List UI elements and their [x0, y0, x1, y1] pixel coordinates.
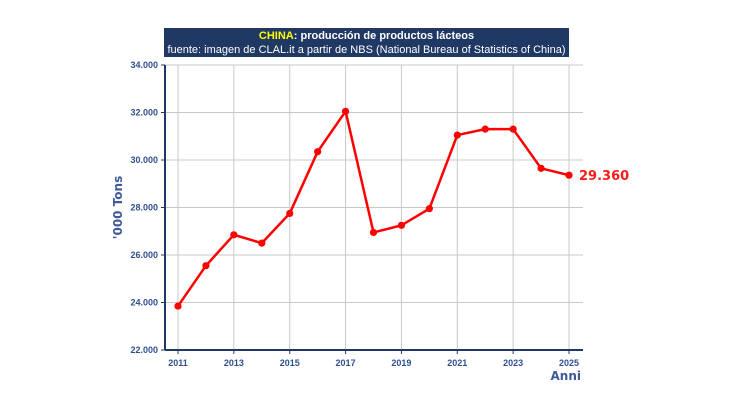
- y-tick-label: 28.000: [130, 203, 158, 213]
- y-tick-label: 24.000: [130, 298, 158, 308]
- data-point: [537, 164, 545, 172]
- x-axis-label: Anni: [551, 369, 582, 383]
- x-tick-label: 2023: [503, 358, 523, 368]
- y-tick-label: 34.000: [130, 60, 158, 70]
- data-point: [258, 239, 266, 247]
- last-value-label: 29.360: [579, 169, 629, 184]
- y-tick-label: 32.000: [130, 108, 158, 118]
- series-production: [174, 107, 573, 310]
- data-point: [286, 209, 294, 218]
- title-highlight: CHINA: [258, 30, 294, 42]
- x-tick-label: 2015: [280, 358, 300, 368]
- title-text: : producción de productos lácteos: [293, 30, 475, 42]
- data-point: [230, 231, 238, 239]
- y-axis-label: '000 Tons: [111, 176, 125, 239]
- x-tick-label: 2025: [559, 358, 579, 368]
- y-tick-labels: 22.000 24.000 26.000 28.000 30.000 32.000 34.0…: [130, 60, 158, 355]
- data-point: [425, 205, 433, 213]
- data-point: [565, 171, 573, 179]
- data-point: [314, 148, 322, 156]
- x-tick-label: 2011: [168, 358, 188, 368]
- chart-title: CHINA: producción de productos lácteos: [164, 29, 569, 43]
- x-tick-label: 2013: [224, 358, 244, 368]
- data-point: [509, 125, 517, 133]
- chart-source: fuente: imagen de CLAL.it a partir de NB…: [167, 44, 566, 56]
- x-tick-labels: 2011 2013 2015 2017 2019 2021 2023 2025: [168, 358, 579, 368]
- data-point: [341, 107, 350, 115]
- series-line: [176, 110, 570, 307]
- y-tick-label: 22.000: [130, 345, 158, 355]
- x-tick-label: 2017: [336, 358, 356, 368]
- data-point: [369, 228, 378, 237]
- y-tick-label: 26.000: [130, 250, 158, 260]
- data-point: [481, 125, 489, 133]
- axes: [161, 64, 583, 354]
- data-point: [202, 262, 210, 270]
- data-point: [397, 221, 406, 229]
- x-tick-label: 2019: [391, 358, 411, 368]
- data-point: [453, 131, 461, 139]
- grid-lines: [165, 64, 583, 350]
- y-tick-label: 30.000: [130, 155, 158, 165]
- data-point: [174, 302, 182, 310]
- x-tick-label: 2021: [447, 358, 467, 368]
- chart-title-banner: CHINA: producción de productos lácteos f…: [164, 28, 569, 57]
